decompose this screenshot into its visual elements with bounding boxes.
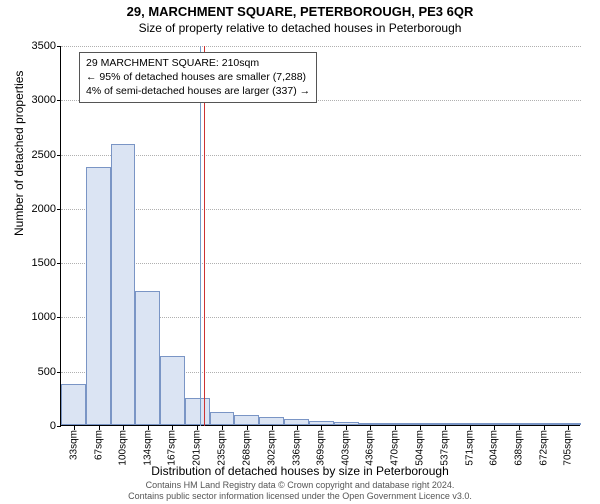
y-tick-label: 500: [16, 366, 56, 378]
histogram-bar: [482, 423, 506, 425]
x-tick-label: 100sqm: [117, 430, 128, 466]
x-tick-label: 705sqm: [563, 430, 574, 466]
title-main: 29, MARCHMENT SQUARE, PETERBOROUGH, PE3 …: [0, 4, 600, 19]
footer-line-1: Contains HM Land Registry data © Crown c…: [0, 480, 600, 491]
x-tick-label: 470sqm: [390, 430, 401, 466]
histogram-bar: [383, 423, 408, 425]
histogram-bar: [309, 421, 333, 425]
x-tick-label: 672sqm: [539, 430, 550, 466]
x-tick-label: 369sqm: [316, 430, 327, 466]
histogram-bar: [532, 423, 557, 425]
histogram-bar: [61, 384, 86, 425]
title-sub: Size of property relative to detached ho…: [0, 21, 600, 35]
x-tick-label: 604sqm: [489, 430, 500, 466]
histogram-bar: [259, 417, 284, 425]
x-tick-label: 537sqm: [439, 430, 450, 466]
chart-area: 050010001500200025003000350033sqm67sqm10…: [60, 46, 580, 426]
histogram-bar: [86, 167, 111, 425]
histogram-bar: [408, 423, 433, 425]
x-tick-label: 403sqm: [341, 430, 352, 466]
y-tick-label: 2500: [16, 149, 56, 161]
annotation-line-2: ← 95% of detached houses are smaller (7,…: [86, 70, 310, 84]
histogram-bar: [135, 291, 160, 425]
footer-line-2: Contains public sector information licen…: [0, 491, 600, 502]
x-tick-label: 167sqm: [167, 430, 178, 466]
histogram-bar: [111, 144, 135, 425]
y-tick-label: 1500: [16, 257, 56, 269]
y-tick-mark: [57, 426, 61, 427]
histogram-bar: [210, 412, 234, 425]
marker-line: [204, 46, 205, 426]
annotation-line-3: 4% of semi-detached houses are larger (3…: [86, 84, 310, 98]
x-tick-label: 67sqm: [93, 430, 104, 460]
histogram-bar: [334, 422, 359, 425]
x-tick-label: 504sqm: [415, 430, 426, 466]
footer: Contains HM Land Registry data © Crown c…: [0, 480, 600, 502]
x-tick-label: 638sqm: [514, 430, 525, 466]
x-tick-label: 201sqm: [192, 430, 203, 466]
histogram-bar: [160, 356, 184, 425]
histogram-bar: [507, 423, 532, 425]
x-tick-label: 336sqm: [291, 430, 302, 466]
histogram-bar: [433, 423, 457, 425]
x-tick-label: 33sqm: [68, 430, 79, 460]
x-tick-label: 134sqm: [142, 430, 153, 466]
histogram-bar: [234, 415, 259, 425]
annotation-line-1: 29 MARCHMENT SQUARE: 210sqm: [86, 56, 310, 70]
x-axis-label: Distribution of detached houses by size …: [0, 464, 600, 478]
plot-region: 050010001500200025003000350033sqm67sqm10…: [60, 46, 580, 426]
marker-line-secondary: [200, 46, 201, 426]
histogram-bar: [359, 423, 383, 425]
histogram-bar: [185, 398, 210, 425]
x-tick-label: 302sqm: [266, 430, 277, 466]
annotation-box: 29 MARCHMENT SQUARE: 210sqm← 95% of deta…: [79, 52, 317, 103]
y-tick-label: 3500: [16, 40, 56, 52]
histogram-bar: [457, 423, 482, 425]
x-tick-label: 268sqm: [241, 430, 252, 466]
y-tick-label: 0: [16, 420, 56, 432]
x-tick-label: 235sqm: [217, 430, 228, 466]
y-tick-label: 3000: [16, 94, 56, 106]
x-tick-label: 571sqm: [464, 430, 475, 466]
y-tick-label: 2000: [16, 203, 56, 215]
x-tick-label: 436sqm: [365, 430, 376, 466]
histogram-bar: [557, 423, 581, 425]
y-tick-label: 1000: [16, 311, 56, 323]
histogram-bar: [284, 419, 309, 425]
